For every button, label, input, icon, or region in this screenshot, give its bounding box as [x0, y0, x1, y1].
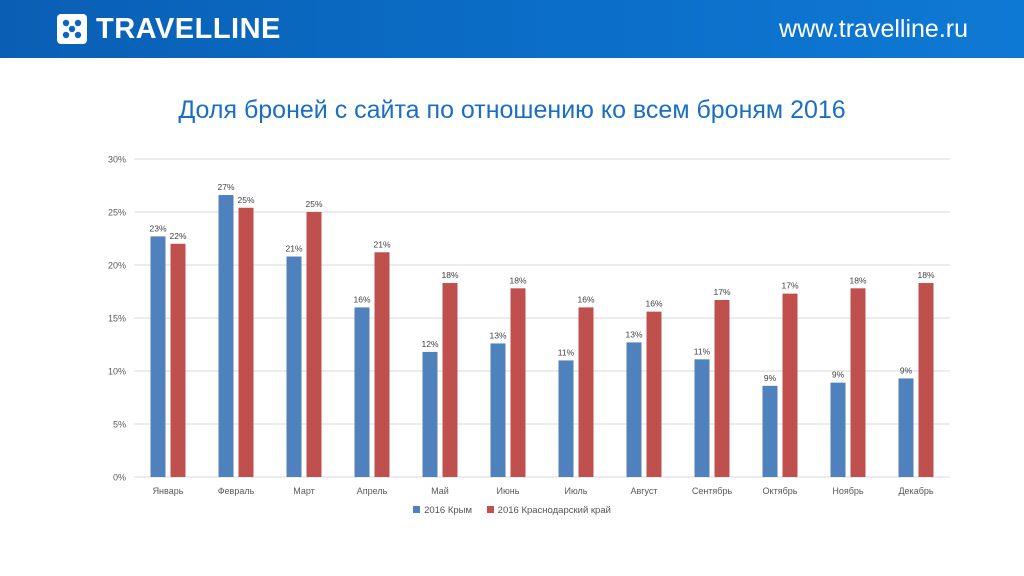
- y-tick-label: 0%: [113, 473, 126, 483]
- data-label: 16%: [577, 294, 594, 304]
- data-label: 11%: [558, 347, 575, 357]
- bar-krasnodar: [510, 288, 526, 477]
- data-label: 13%: [625, 329, 642, 339]
- bar-krasnodar: [238, 207, 254, 477]
- bar-crimea: [218, 195, 234, 477]
- legend-item-crimea: 2016 Крым: [413, 505, 472, 516]
- x-tick-label: Январь: [153, 486, 184, 496]
- bar-crimea: [626, 342, 642, 477]
- x-tick-label: Февраль: [218, 486, 255, 496]
- data-label: 25%: [305, 199, 322, 209]
- chart-legend: 2016 Крым 2016 Краснодарский край: [0, 505, 1024, 516]
- data-label: 18%: [849, 275, 866, 285]
- bar-crimea: [286, 256, 302, 477]
- legend-swatch-crimea: [413, 506, 421, 513]
- x-tick-label: Ноябрь: [832, 486, 864, 496]
- data-label: 16%: [353, 294, 370, 304]
- data-label: 11%: [694, 346, 711, 356]
- data-label: 25%: [237, 195, 254, 205]
- y-tick-label: 30%: [108, 155, 126, 165]
- x-tick-label: Июнь: [497, 486, 520, 496]
- bar-crimea: [490, 343, 506, 477]
- y-tick-label: 10%: [108, 367, 126, 377]
- data-label: 17%: [713, 287, 730, 297]
- y-tick-label: 25%: [108, 208, 126, 218]
- legend-item-krasnodar: 2016 Краснодарский край: [486, 505, 611, 516]
- brand-logo-text: TRAVELLINE: [96, 13, 281, 45]
- data-label: 21%: [373, 239, 390, 249]
- bar-krasnodar: [782, 293, 798, 477]
- x-tick-label: Сентябрь: [692, 486, 733, 496]
- bar-krasnodar: [374, 252, 390, 477]
- data-label: 18%: [441, 270, 458, 280]
- data-label: 23%: [149, 223, 166, 233]
- x-tick-label: Декабрь: [898, 486, 933, 496]
- y-tick-label: 5%: [113, 420, 126, 430]
- data-label: 9%: [764, 373, 777, 383]
- bar-crimea: [898, 378, 914, 477]
- data-label: 18%: [509, 275, 526, 285]
- x-tick-label: Октябрь: [763, 486, 798, 496]
- bar-crimea: [354, 307, 370, 477]
- bar-chart: 0%5%10%15%20%25%30%23%22%Январь27%25%Фев…: [108, 155, 950, 496]
- data-label: 9%: [900, 365, 913, 375]
- legend-swatch-krasnodar: [486, 506, 494, 513]
- dice-logo-icon: [57, 14, 87, 44]
- site-url-link[interactable]: www.travelline.ru: [779, 15, 968, 43]
- bar-crimea: [830, 382, 846, 477]
- bar-krasnodar: [918, 283, 934, 477]
- bar-crimea: [558, 360, 574, 477]
- x-tick-label: Апрель: [357, 486, 388, 496]
- y-tick-label: 20%: [108, 261, 126, 271]
- bar-crimea: [762, 385, 778, 477]
- x-tick-label: Июль: [565, 486, 588, 496]
- data-label: 27%: [217, 182, 234, 192]
- x-tick-label: Март: [293, 486, 315, 496]
- bar-krasnodar: [306, 212, 322, 477]
- data-label: 17%: [781, 281, 798, 291]
- legend-label-krasnodar: 2016 Краснодарский край: [497, 505, 611, 516]
- data-label: 22%: [169, 231, 186, 241]
- x-tick-label: Август: [630, 486, 657, 496]
- bar-crimea: [422, 351, 438, 477]
- bar-krasnodar: [442, 283, 458, 477]
- data-label: 13%: [489, 330, 506, 340]
- data-label: 16%: [645, 299, 662, 309]
- bar-krasnodar: [714, 299, 730, 477]
- legend-label-crimea: 2016 Крым: [424, 505, 473, 516]
- data-label: 21%: [285, 244, 302, 254]
- header-bar: TRAVELLINE www.travelline.ru: [0, 0, 1024, 58]
- data-label: 18%: [917, 270, 934, 280]
- bar-crimea: [694, 359, 710, 477]
- bar-krasnodar: [170, 243, 186, 477]
- bar-krasnodar: [578, 307, 594, 477]
- bar-krasnodar: [850, 288, 866, 477]
- x-tick-label: Май: [431, 486, 449, 496]
- chart-title: Доля броней с сайта по отношению ко всем…: [178, 96, 846, 124]
- data-label: 12%: [421, 339, 438, 349]
- bar-crimea: [150, 236, 166, 477]
- data-label: 9%: [832, 370, 845, 380]
- y-tick-label: 15%: [108, 314, 126, 324]
- bar-krasnodar: [646, 311, 662, 477]
